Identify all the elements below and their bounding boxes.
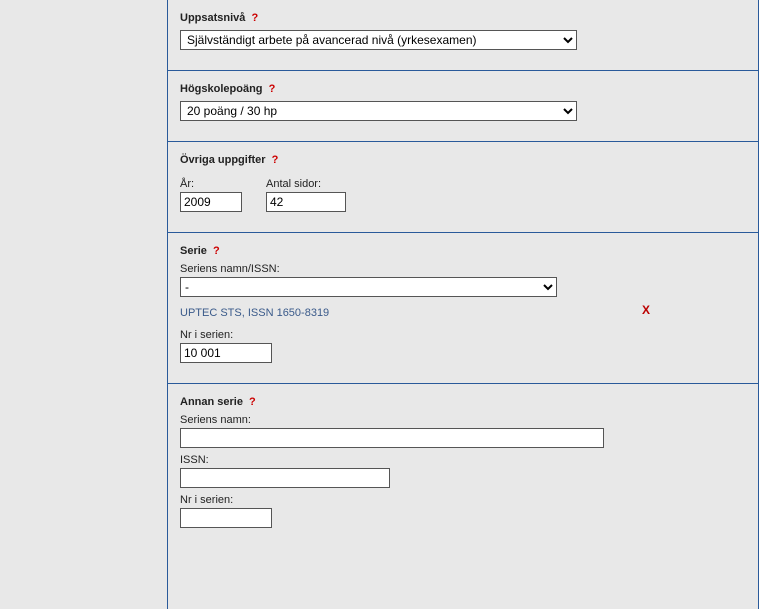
section-annan-serie: Annan serie ? Seriens namn: ISSN: Nr i s… [168,383,758,548]
input-annan-nr[interactable] [180,508,272,528]
select-uppsatsniva[interactable]: Självständigt arbete på avancerad nivå (… [180,30,577,50]
label-annan-serie: Annan serie ? [180,396,746,408]
label-hogskolepoang: Högskolepoäng ? [180,83,746,95]
label-year: År: [180,178,242,190]
select-serie-name[interactable]: - [180,277,557,297]
section-serie: Serie ? Seriens namn/ISSN: - UPTEC STS, … [168,232,758,383]
label-annan-name: Seriens namn: [180,414,746,426]
input-pages[interactable] [266,192,346,212]
delete-serie-button[interactable]: X [642,303,650,317]
label-uppsatsniva-text: Uppsatsnivå [180,12,245,24]
label-serie-text: Serie [180,245,207,257]
label-annan-issn: ISSN: [180,454,746,466]
help-icon[interactable]: ? [249,396,256,408]
help-icon[interactable]: ? [272,154,279,166]
section-hogskolepoang: Högskolepoäng ? 20 poäng / 30 hp [168,70,758,141]
serie-info-text: UPTEC STS, ISSN 1650-8319 [180,307,329,319]
label-hogskolepoang-text: Högskolepoäng [180,83,263,95]
label-serie: Serie ? [180,245,746,257]
label-serie-name: Seriens namn/ISSN: [180,263,746,275]
label-annan-nr: Nr i serien: [180,494,746,506]
help-icon[interactable]: ? [269,83,276,95]
label-ovriga-text: Övriga uppgifter [180,154,266,166]
help-icon[interactable]: ? [213,245,220,257]
section-ovriga: Övriga uppgifter ? År: Antal sidor: [168,141,758,232]
label-ovriga: Övriga uppgifter ? [180,154,746,166]
select-hogskolepoang[interactable]: 20 poäng / 30 hp [180,101,577,121]
form-main: Uppsatsnivå ? Självständigt arbete på av… [168,0,759,609]
help-icon[interactable]: ? [251,12,258,24]
label-pages: Antal sidor: [266,178,346,190]
input-annan-name[interactable] [180,428,604,448]
input-year[interactable] [180,192,242,212]
sidebar-placeholder [0,0,168,609]
label-annan-serie-text: Annan serie [180,396,243,408]
input-serie-nr[interactable] [180,343,272,363]
label-serie-nr: Nr i serien: [180,329,746,341]
label-uppsatsniva: Uppsatsnivå ? [180,12,746,24]
input-annan-issn[interactable] [180,468,390,488]
section-uppsatsniva: Uppsatsnivå ? Självständigt arbete på av… [168,0,758,70]
